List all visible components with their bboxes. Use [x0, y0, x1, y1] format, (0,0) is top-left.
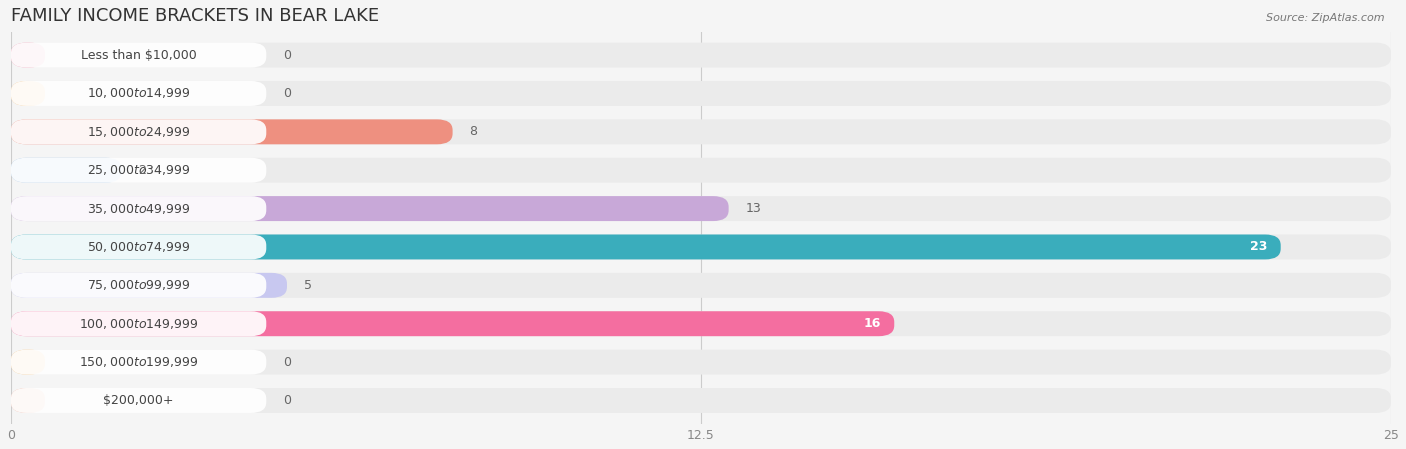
FancyBboxPatch shape — [11, 311, 266, 336]
FancyBboxPatch shape — [11, 43, 266, 67]
Text: 0: 0 — [283, 356, 291, 369]
FancyBboxPatch shape — [11, 388, 45, 413]
Text: Source: ZipAtlas.com: Source: ZipAtlas.com — [1267, 13, 1385, 23]
FancyBboxPatch shape — [11, 119, 1391, 144]
FancyBboxPatch shape — [11, 158, 1391, 183]
FancyBboxPatch shape — [11, 273, 266, 298]
Text: $100,000 to $149,999: $100,000 to $149,999 — [79, 317, 198, 331]
FancyBboxPatch shape — [11, 196, 266, 221]
Text: $75,000 to $99,999: $75,000 to $99,999 — [87, 278, 190, 292]
FancyBboxPatch shape — [11, 43, 45, 67]
FancyBboxPatch shape — [11, 234, 1281, 260]
FancyBboxPatch shape — [11, 234, 266, 260]
Text: 23: 23 — [1250, 241, 1267, 254]
Text: 8: 8 — [470, 125, 477, 138]
FancyBboxPatch shape — [11, 43, 1391, 67]
FancyBboxPatch shape — [11, 158, 121, 183]
Text: 5: 5 — [304, 279, 312, 292]
Text: FAMILY INCOME BRACKETS IN BEAR LAKE: FAMILY INCOME BRACKETS IN BEAR LAKE — [11, 7, 380, 25]
Text: $150,000 to $199,999: $150,000 to $199,999 — [79, 355, 198, 369]
Text: 16: 16 — [863, 317, 880, 330]
FancyBboxPatch shape — [11, 350, 45, 374]
FancyBboxPatch shape — [11, 196, 728, 221]
FancyBboxPatch shape — [11, 350, 266, 374]
FancyBboxPatch shape — [11, 119, 266, 144]
Text: $15,000 to $24,999: $15,000 to $24,999 — [87, 125, 190, 139]
Text: 0: 0 — [283, 48, 291, 62]
Text: 0: 0 — [283, 87, 291, 100]
FancyBboxPatch shape — [11, 388, 266, 413]
FancyBboxPatch shape — [11, 81, 266, 106]
Text: $25,000 to $34,999: $25,000 to $34,999 — [87, 163, 190, 177]
FancyBboxPatch shape — [11, 311, 1391, 336]
FancyBboxPatch shape — [11, 311, 894, 336]
Text: $200,000+: $200,000+ — [104, 394, 174, 407]
FancyBboxPatch shape — [11, 158, 266, 183]
FancyBboxPatch shape — [11, 81, 45, 106]
Text: 2: 2 — [138, 164, 146, 177]
Text: 13: 13 — [745, 202, 761, 215]
FancyBboxPatch shape — [11, 119, 453, 144]
Text: Less than $10,000: Less than $10,000 — [80, 48, 197, 62]
FancyBboxPatch shape — [11, 273, 1391, 298]
FancyBboxPatch shape — [11, 234, 1391, 260]
FancyBboxPatch shape — [11, 350, 1391, 374]
FancyBboxPatch shape — [11, 196, 1391, 221]
FancyBboxPatch shape — [11, 273, 287, 298]
Text: 0: 0 — [283, 394, 291, 407]
Text: $10,000 to $14,999: $10,000 to $14,999 — [87, 87, 190, 101]
FancyBboxPatch shape — [11, 81, 1391, 106]
FancyBboxPatch shape — [11, 388, 1391, 413]
Text: $35,000 to $49,999: $35,000 to $49,999 — [87, 202, 190, 216]
Text: $50,000 to $74,999: $50,000 to $74,999 — [87, 240, 190, 254]
